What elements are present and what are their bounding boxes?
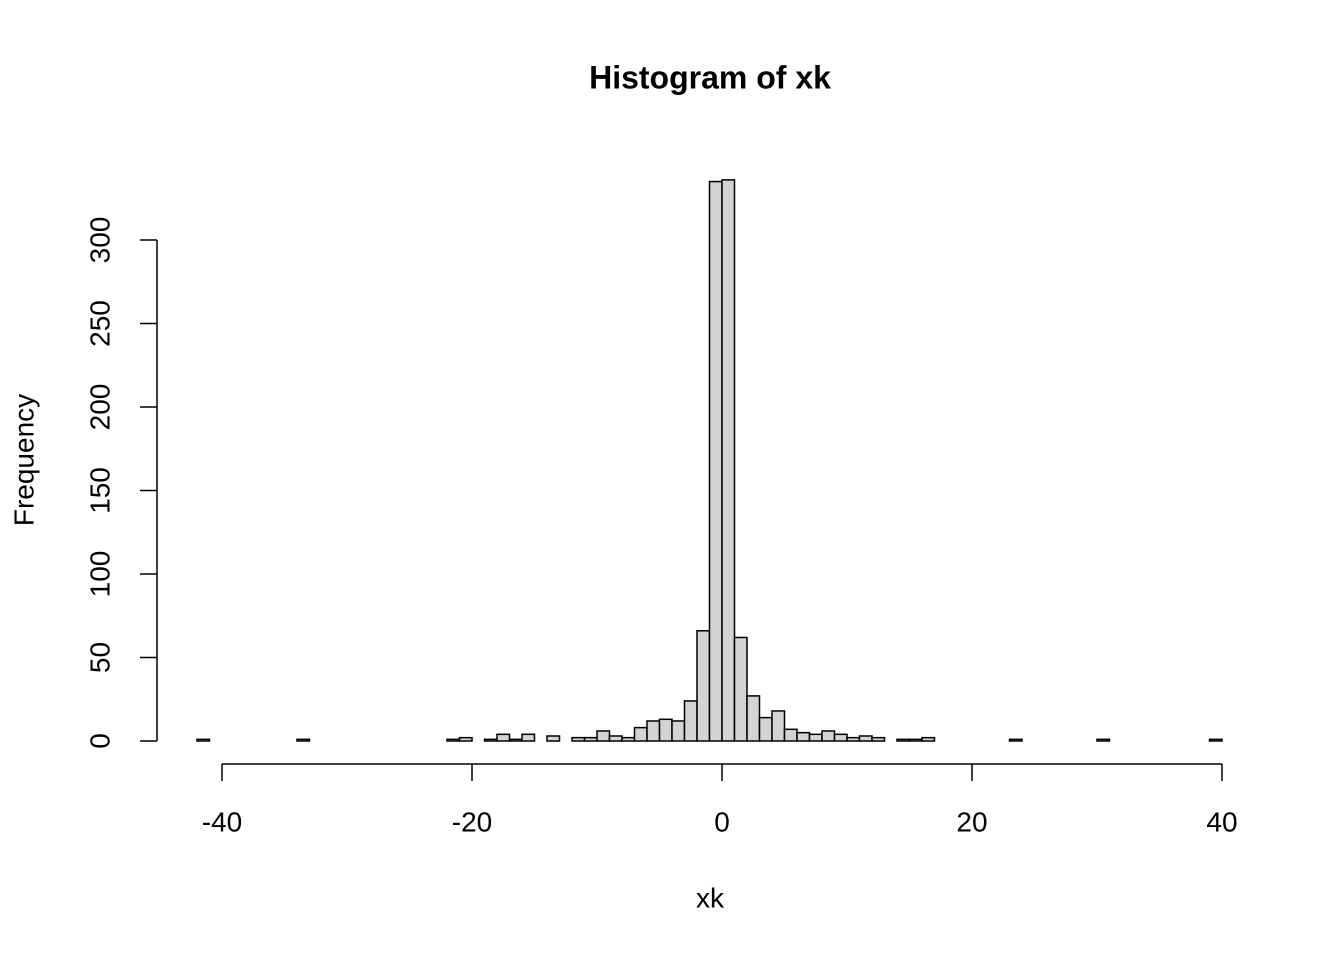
bar (758, 716, 773, 742)
bar (896, 738, 911, 742)
y-tick-label: 250 (84, 300, 115, 347)
bar (446, 738, 461, 742)
bar (508, 738, 523, 742)
bar (696, 630, 711, 742)
bar (621, 736, 636, 742)
y-tick-label: 100 (84, 551, 115, 598)
bar (496, 733, 511, 742)
bar (746, 695, 761, 742)
bar (733, 636, 748, 742)
y-tick-label: 50 (84, 642, 115, 673)
y-tick-label: 200 (84, 384, 115, 431)
x-tick-label: 20 (956, 806, 987, 837)
bar (858, 735, 873, 742)
bar (708, 180, 723, 742)
bar (796, 731, 811, 742)
y-tick-label: 300 (84, 217, 115, 264)
bar (596, 730, 611, 742)
y-tick-label: 0 (84, 733, 115, 749)
bar (658, 718, 673, 742)
x-tick-label: -40 (202, 806, 242, 837)
bar (808, 733, 823, 742)
x-axis-label: xk (696, 882, 725, 913)
bar (871, 736, 886, 742)
bar (683, 700, 698, 742)
bar (646, 720, 661, 742)
bar (483, 738, 498, 742)
bar (821, 730, 836, 742)
bar (296, 738, 311, 742)
bar (771, 710, 786, 742)
x-tick-label: 0 (714, 806, 730, 837)
bar (196, 738, 211, 742)
bar (633, 726, 648, 742)
bar (1208, 738, 1223, 742)
bar (1008, 738, 1023, 742)
bar (583, 736, 598, 742)
x-tick-label: -20 (452, 806, 492, 837)
bar (671, 720, 686, 742)
bar (608, 735, 623, 742)
bar (571, 736, 586, 742)
bar (546, 735, 561, 742)
bar (908, 738, 923, 742)
y-tick-label: 150 (84, 467, 115, 514)
bar (921, 736, 936, 742)
bar (458, 736, 473, 742)
bar (521, 733, 536, 742)
bar (783, 728, 798, 742)
bar (721, 179, 736, 742)
y-axis-label: Frequency (8, 394, 39, 526)
bar (833, 733, 848, 742)
chart-title: Histogram of xk (589, 59, 831, 95)
x-tick-label: 40 (1206, 806, 1237, 837)
bar (846, 736, 861, 742)
bar (1096, 738, 1111, 742)
